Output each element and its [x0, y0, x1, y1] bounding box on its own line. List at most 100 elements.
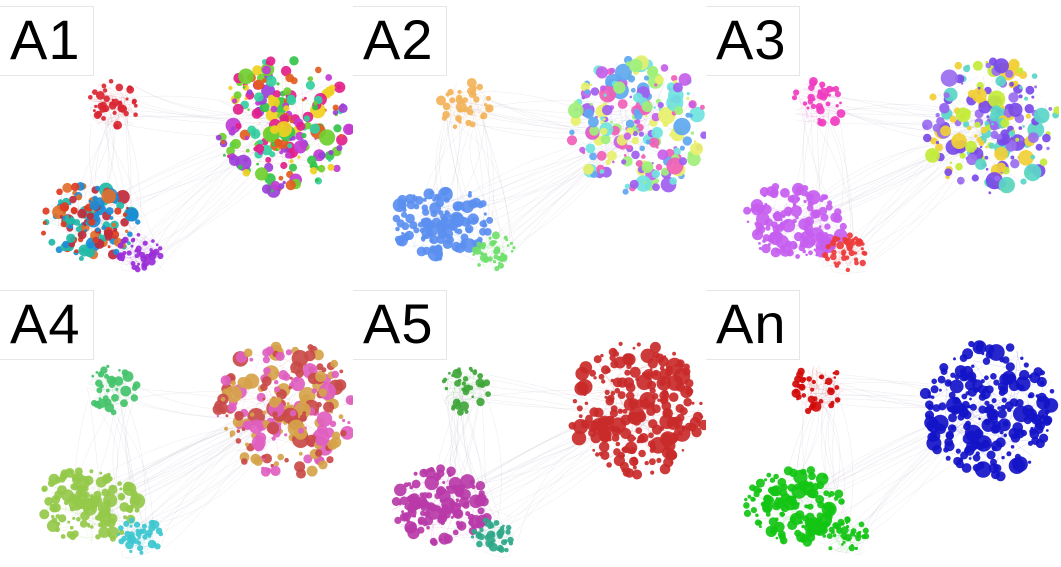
network-node: [97, 404, 102, 410]
network-node: [659, 414, 675, 429]
network-node: [104, 479, 109, 484]
network-node: [780, 218, 783, 222]
network-node: [1005, 69, 1014, 78]
network-node: [66, 233, 76, 243]
panel-label-box: A5: [353, 290, 447, 360]
network-edge: [428, 97, 461, 231]
network-node: [845, 255, 850, 260]
network-node: [92, 109, 96, 113]
network-node: [972, 60, 983, 71]
network-node: [765, 525, 777, 537]
network-node: [765, 511, 771, 517]
network-node: [481, 222, 488, 228]
network-node: [806, 193, 814, 201]
network-node: [610, 405, 618, 412]
network-node: [1018, 377, 1022, 381]
network-node: [444, 211, 451, 219]
network-node: [253, 456, 263, 466]
network-node: [802, 515, 809, 522]
network-node: [101, 225, 107, 231]
network-node: [669, 436, 678, 444]
network-node: [1016, 384, 1021, 388]
network-node: [1031, 95, 1035, 99]
network-node: [1028, 460, 1032, 464]
network-node: [816, 106, 825, 115]
network-node: [134, 250, 137, 253]
network-edge: [811, 112, 813, 115]
network-edge: [464, 375, 473, 379]
network-node: [243, 157, 248, 163]
network-node: [347, 421, 351, 425]
network-node: [503, 235, 508, 240]
network-node: [76, 517, 81, 522]
network-edge: [138, 140, 299, 264]
network-edge: [112, 374, 133, 555]
network-node: [336, 134, 348, 146]
network-edge: [98, 391, 292, 405]
network-node: [284, 457, 289, 463]
network-edge: [106, 107, 134, 126]
network-node: [320, 457, 324, 462]
network-node: [832, 85, 840, 93]
network-node: [812, 396, 818, 402]
network-node: [654, 178, 660, 184]
network-node: [777, 477, 787, 487]
network-node: [325, 74, 333, 81]
network-edge: [441, 394, 501, 532]
network-node: [282, 180, 286, 185]
network-node: [601, 379, 606, 384]
network-node: [834, 385, 840, 390]
network-node: [766, 472, 772, 478]
network-node: [997, 409, 1007, 419]
network-node: [331, 431, 341, 440]
cluster-top-left: [791, 77, 846, 127]
network-node: [598, 441, 610, 453]
network-node: [589, 102, 593, 106]
network-edge: [125, 242, 136, 252]
network-node: [793, 232, 804, 242]
network-node: [116, 253, 124, 260]
network-node: [640, 348, 655, 363]
network-node: [284, 433, 288, 437]
network-node: [795, 510, 805, 520]
network-graph-a5: [391, 341, 706, 558]
network-node: [966, 125, 972, 131]
network-node: [635, 377, 639, 382]
network-node: [458, 497, 470, 508]
network-node: [485, 523, 489, 527]
network-node: [49, 503, 58, 513]
network-node: [962, 121, 970, 128]
network-edge: [502, 237, 504, 254]
network-node: [251, 108, 262, 119]
network-node: [303, 96, 307, 100]
network-edge: [805, 115, 840, 118]
network-node: [510, 249, 514, 253]
cluster-large-right: [212, 341, 353, 479]
network-node: [421, 227, 434, 239]
network-node: [789, 194, 800, 204]
network-node: [452, 124, 458, 130]
network-edge: [456, 377, 491, 394]
network-node: [339, 369, 344, 374]
network-node: [954, 365, 967, 378]
network-edge: [137, 236, 146, 247]
network-node: [623, 132, 632, 140]
network-node: [430, 209, 438, 218]
network-node: [602, 104, 613, 116]
network-node: [118, 100, 123, 105]
network-node: [135, 528, 140, 533]
network-node: [241, 458, 248, 465]
network-node: [247, 108, 250, 111]
network-node: [622, 188, 629, 195]
network-edge: [800, 400, 807, 406]
network-edge: [431, 523, 442, 526]
network-edge: [96, 111, 128, 124]
network-edge: [869, 134, 999, 257]
network-node: [980, 126, 988, 134]
network-edge: [468, 100, 480, 109]
network-node: [487, 256, 493, 262]
network-edge: [104, 91, 165, 272]
network-node: [840, 521, 845, 526]
network-node: [746, 220, 750, 224]
network-node: [442, 481, 446, 484]
